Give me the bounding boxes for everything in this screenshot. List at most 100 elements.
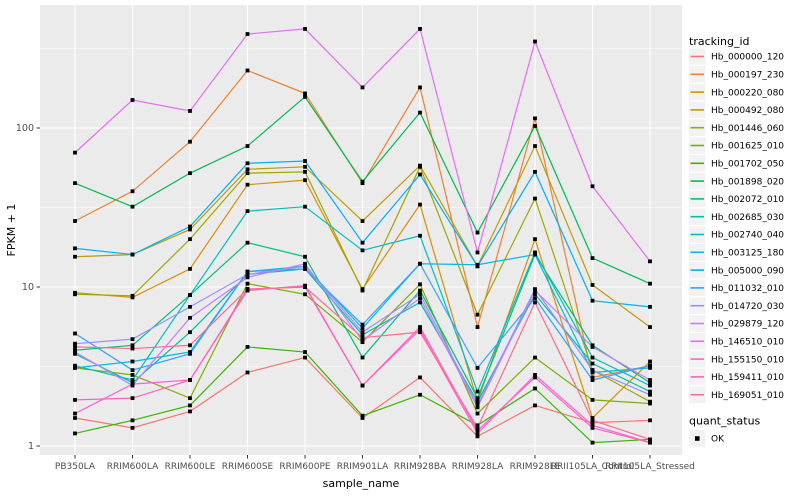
legend-item-Hb_000492_080: Hb_000492_080 (689, 101, 784, 119)
data-point (648, 440, 652, 445)
x-tick-label: RRIM928LE (510, 462, 561, 472)
data-point (360, 326, 365, 331)
data-point (73, 292, 77, 297)
data-point (130, 204, 135, 209)
data-point (188, 227, 192, 232)
data-point (648, 378, 652, 382)
data-point (245, 269, 250, 274)
legend-label: Hb_000197_230 (711, 71, 784, 81)
data-point (590, 184, 595, 189)
data-point (533, 355, 537, 360)
data-point (360, 248, 365, 253)
legend-label: Hb_146510_010 (711, 338, 784, 348)
x-tick-label: RRIM600SE (222, 462, 274, 472)
data-point (648, 325, 652, 329)
data-point (475, 250, 480, 255)
data-point (73, 254, 77, 259)
data-point (188, 343, 192, 348)
legend-label: Hb_000000_120 (711, 53, 784, 63)
data-point (475, 312, 480, 317)
legend-item-Hb_001898_020: Hb_001898_020 (689, 172, 784, 190)
data-point (533, 300, 537, 305)
data-point (303, 164, 307, 169)
data-point (73, 431, 77, 436)
data-point (188, 403, 192, 408)
data-point (418, 292, 422, 297)
data-point (418, 27, 422, 31)
data-point (590, 440, 595, 445)
data-point (648, 365, 652, 370)
data-point (245, 209, 250, 214)
data-point (590, 375, 595, 380)
y-tick-label: 10 (22, 282, 34, 293)
data-point (130, 359, 135, 364)
y-axis-title: FPKM + 1 (5, 204, 18, 257)
data-point (533, 403, 537, 408)
data-point (303, 266, 307, 271)
data-point (418, 85, 422, 90)
y-tick-label: 1 (28, 441, 34, 452)
data-point (245, 68, 250, 73)
legend-label: Hb_155150_010 (711, 355, 784, 365)
legend-label: Hb_002740_040 (711, 231, 784, 241)
data-point (360, 219, 365, 223)
data-point (648, 304, 652, 309)
data-point (590, 298, 595, 303)
data-point (360, 338, 365, 343)
data-point (648, 383, 652, 388)
data-point (418, 288, 422, 293)
data-point (590, 423, 595, 428)
data-point (188, 396, 192, 401)
legend-label: Hb_001446_060 (711, 124, 784, 134)
data-point (303, 159, 307, 163)
legend-item-Hb_001702_050: Hb_001702_050 (689, 155, 784, 172)
data-point (418, 233, 422, 238)
data-point (130, 343, 135, 348)
data-point (245, 144, 250, 148)
data-point (533, 250, 537, 255)
legend-label: Hb_001898_020 (711, 177, 784, 187)
legend-item-Hb_000220_080: Hb_000220_080 (689, 83, 784, 101)
data-points (73, 27, 652, 445)
data-point (73, 365, 77, 370)
data-point (590, 425, 595, 430)
data-point (418, 282, 422, 287)
data-point (73, 341, 77, 346)
data-point (360, 413, 365, 418)
legend-item-Hb_169051_010: Hb_169051_010 (689, 386, 784, 403)
data-point (418, 110, 422, 115)
legend-label: Hb_003125_180 (711, 249, 784, 259)
data-point (533, 169, 537, 174)
data-point (188, 171, 192, 176)
legend-tracking-id: tracking_id Hb_000000_120 Hb_000197_230 Hb_… (689, 35, 784, 403)
data-point (245, 167, 250, 172)
data-point (245, 275, 250, 280)
data-point (418, 330, 422, 335)
data-point (360, 179, 365, 184)
data-point (303, 178, 307, 183)
legend-item-Hb_002740_040: Hb_002740_040 (689, 226, 784, 243)
data-point (475, 325, 480, 329)
data-point (475, 399, 480, 404)
legend-label: Hb_169051_010 (711, 391, 784, 401)
data-point (360, 240, 365, 245)
data-point (245, 345, 250, 349)
data-point (73, 363, 77, 368)
data-point (188, 330, 192, 335)
data-point (418, 300, 422, 305)
data-point (475, 423, 480, 428)
data-point (533, 124, 537, 128)
data-point (130, 425, 135, 430)
data-point (590, 256, 595, 260)
legend-item-Hb_001625_010: Hb_001625_010 (689, 137, 784, 154)
data-point (245, 171, 250, 176)
data-point (130, 98, 135, 102)
legend-label: Hb_014720_030 (711, 302, 784, 312)
data-point (360, 288, 365, 293)
legend-item-Hb_000197_230: Hb_000197_230 (689, 66, 784, 83)
data-point (188, 109, 192, 113)
data-point (188, 315, 192, 320)
data-point (188, 304, 192, 309)
legend-label: Hb_002072_010 (711, 195, 784, 205)
